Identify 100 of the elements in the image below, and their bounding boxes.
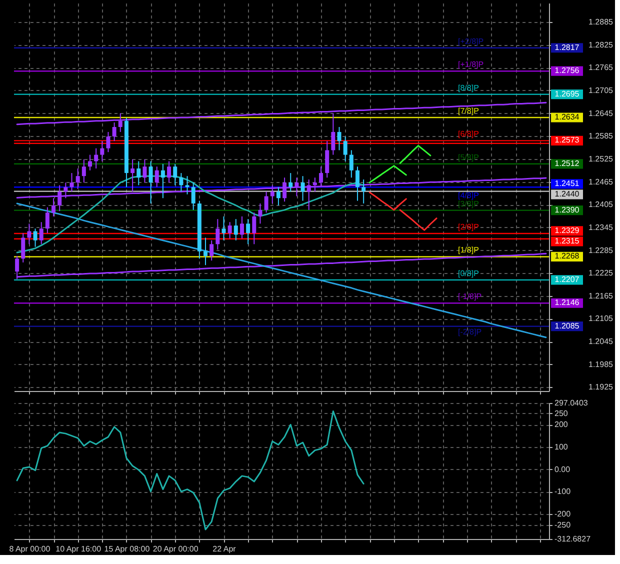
candlestick	[142, 158, 147, 184]
ref-line-label: 1.2440	[554, 189, 580, 198]
annotation: [-2/8]P	[458, 327, 482, 336]
candlestick	[154, 166, 159, 188]
candlestick	[246, 218, 250, 245]
y-tick-label: 1.2105	[588, 314, 614, 324]
y-tick-label: 250	[554, 408, 568, 418]
candlestick	[39, 222, 44, 245]
candlestick	[27, 223, 32, 245]
candlestick	[300, 176, 305, 202]
ref-line-label: 1.2207	[554, 274, 580, 284]
annotation: [6/8]P	[458, 130, 479, 139]
annotation: [+1/8]P	[458, 60, 484, 70]
y-tick-label: 1.2285	[588, 246, 614, 255]
y-tick-label: 1.2525	[588, 154, 614, 164]
candlestick	[216, 218, 220, 250]
candlestick	[264, 191, 268, 214]
annotation: [2/8]P	[458, 222, 479, 232]
candlestick	[88, 154, 92, 171]
x-tick-label: 15 Apr 08:00	[104, 544, 150, 554]
candlestick	[94, 148, 98, 169]
candlestick	[343, 136, 348, 162]
ref-line-label: 1.2756	[554, 66, 580, 76]
y-tick-label: -200	[554, 509, 572, 518]
candlestick	[179, 172, 184, 192]
annotation: [5/8]P	[458, 152, 479, 162]
annotation: [+2/8]P	[458, 36, 484, 46]
line-series	[368, 165, 407, 184]
candlestick	[325, 140, 330, 178]
candlestick	[222, 216, 226, 241]
ref-line-label: 1.2512	[554, 158, 580, 168]
candlestick	[70, 172, 74, 192]
y-tick-label: -312.6827	[554, 534, 592, 544]
ref-line-label: 1.2634	[554, 112, 580, 122]
x-tick-label: 22 Apr	[212, 544, 236, 554]
annotation: [0/8]P	[458, 268, 479, 278]
y-tick-label: 1.2885	[588, 18, 614, 27]
annotation: [-1/8]P	[458, 292, 482, 302]
candlestick	[173, 163, 178, 186]
y-tick-label: 1.1925	[588, 382, 614, 392]
y-tick-label: 1.2045	[588, 337, 614, 346]
line-series	[16, 202, 547, 338]
y-tick-label: 1.1985	[588, 360, 614, 369]
x-tick-label: 10 Apr 16:00	[56, 544, 102, 554]
x-tick-label: 20 Apr 00:00	[152, 544, 199, 554]
candlestick	[228, 222, 232, 239]
y-tick-label: 0.00	[554, 464, 571, 474]
ref-line-label: 1.2695	[554, 89, 580, 98]
candlestick	[355, 166, 360, 202]
candlestick	[167, 160, 172, 184]
candlestick	[148, 160, 153, 204]
candlestick	[234, 218, 238, 241]
y-tick-label: 1.2405	[588, 200, 614, 210]
candlestick	[82, 158, 86, 184]
annotation: [4/8]P	[458, 191, 479, 200]
y-tick-label: 200	[554, 420, 568, 430]
annotation: [7/8]P	[458, 106, 479, 116]
y-tick-label: 297.0403	[554, 398, 588, 408]
ref-line-label: 1.2573	[554, 136, 580, 145]
candlestick	[33, 228, 38, 248]
candlestick	[45, 206, 50, 234]
y-tick-label: 1.2585	[588, 132, 614, 141]
annotation: [3/8]P	[458, 199, 479, 208]
x-tick-label: 8 Apr 00:00	[9, 544, 51, 554]
y-tick-label: 1.2225	[588, 268, 614, 278]
ref-line-label: 1.2451	[554, 178, 580, 188]
line-series	[368, 192, 407, 211]
candlestick	[252, 212, 256, 245]
candlestick	[100, 140, 104, 162]
candlestick	[258, 202, 262, 224]
candlestick	[349, 150, 354, 178]
line-series	[16, 410, 364, 530]
candlestick	[185, 176, 190, 195]
y-tick-label: 1.2765	[588, 63, 614, 72]
annotation: [1/8]P	[458, 246, 479, 255]
candlestick	[362, 179, 366, 204]
annotation: [8/8]P	[458, 83, 479, 92]
candlestick	[240, 216, 244, 239]
candlestick	[21, 232, 26, 263]
candlestick	[136, 160, 141, 186]
ref-line-label: 1.2390	[554, 205, 580, 214]
candlestick	[276, 186, 280, 206]
candlestick	[76, 168, 80, 190]
y-tick-label: 1.2705	[588, 86, 614, 95]
y-tick-label: 1.2465	[588, 177, 614, 186]
ref-line-label: 1.2315	[554, 236, 580, 246]
line-series	[399, 209, 438, 231]
ref-line-label: 1.2146	[554, 298, 580, 308]
candlestick	[204, 237, 208, 266]
ref-line-label: 1.2817	[554, 42, 580, 52]
y-tick-label: 100	[554, 442, 568, 452]
ref-line-label: 1.2329	[554, 226, 580, 235]
y-tick-label: 1.2825	[588, 40, 614, 50]
candlestick	[337, 126, 342, 151]
candlestick	[160, 163, 165, 199]
ref-line-label: 1.2085	[554, 321, 580, 330]
line-series	[399, 144, 432, 164]
y-tick-label: -250	[554, 520, 572, 530]
ref-line-label: 1.2268	[554, 252, 580, 261]
y-tick-label: -100	[554, 487, 572, 496]
